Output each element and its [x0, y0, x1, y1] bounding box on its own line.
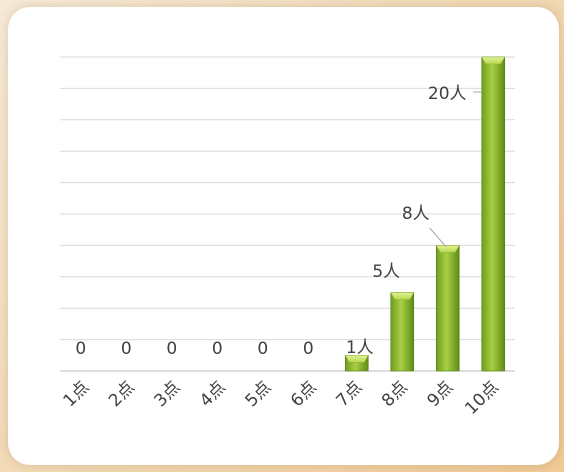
data-label-1点: 0	[75, 339, 86, 359]
data-label-2点: 0	[121, 339, 132, 359]
x-tick-label-7点: 7点	[332, 377, 366, 411]
x-tick-labels: 1点 2点 3点 4点 5点 6点 7点 8点 9点 10点	[59, 377, 502, 418]
data-label-4点: 0	[212, 339, 223, 359]
bar-8点	[390, 292, 415, 372]
x-tick-label-6点: 6点	[287, 377, 321, 411]
data-label-8点: 5人	[372, 262, 400, 282]
leader-line	[429, 227, 447, 247]
data-labels: 0 0 0 0 0 0 1人 5人 8人 20人	[75, 84, 466, 359]
x-tick-label-5点: 5点	[241, 377, 275, 411]
x-tick-label-2点: 2点	[105, 377, 139, 411]
bar-10点	[481, 56, 506, 372]
data-label-7点: 1人	[346, 338, 374, 358]
data-label-3点: 0	[166, 339, 177, 359]
data-label-10点: 20人	[428, 84, 467, 104]
data-label-5点: 0	[257, 339, 268, 359]
bars	[344, 56, 506, 372]
chart-card	[8, 7, 559, 465]
x-tick-label-4点: 4点	[196, 377, 230, 411]
x-tick-label-8点: 8点	[378, 377, 412, 411]
bar-cap-8点	[390, 292, 415, 300]
x-tick-label-3点: 3点	[150, 377, 184, 411]
bar-9点	[435, 245, 460, 372]
data-label-6点: 0	[303, 339, 314, 359]
bar-cap-10点	[481, 56, 506, 65]
leader-lines	[429, 91, 482, 247]
bar-cap-7点	[344, 355, 369, 363]
x-tick-label-10点: 10点	[461, 377, 502, 418]
x-tick-label-9点: 9点	[423, 377, 457, 411]
data-label-9点: 8人	[402, 204, 430, 224]
bar-cap-9点	[435, 245, 460, 253]
gridlines	[60, 56, 515, 372]
x-tick-label-1点: 1点	[59, 377, 93, 411]
